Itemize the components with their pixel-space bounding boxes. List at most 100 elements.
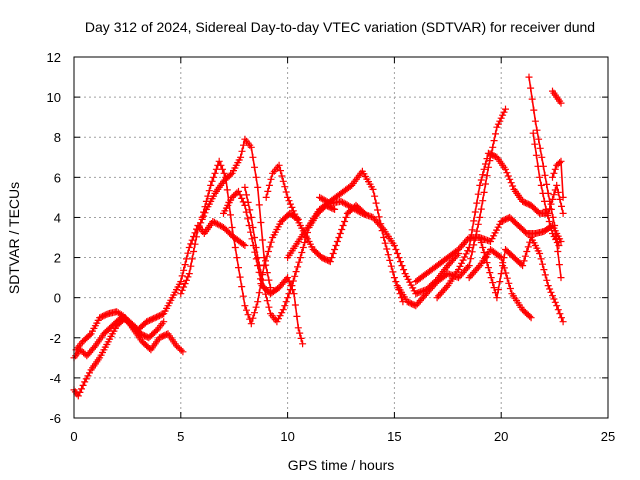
x-tick-label: 20 <box>494 429 508 444</box>
data-point <box>436 290 444 298</box>
data-point <box>245 222 253 229</box>
data-point <box>473 227 481 235</box>
data-point <box>550 169 558 177</box>
data-point <box>322 197 330 205</box>
data-point <box>252 173 260 181</box>
data-point <box>559 209 567 217</box>
data-point <box>530 106 538 114</box>
data-point <box>549 213 557 221</box>
data-point <box>447 258 455 266</box>
y-tick-label: 12 <box>47 50 61 65</box>
data-point <box>539 189 547 197</box>
data-point <box>263 297 271 305</box>
data-point <box>387 262 395 270</box>
data-point <box>390 242 398 249</box>
data-point <box>174 343 182 351</box>
data-point <box>544 282 552 290</box>
y-tick-label: 4 <box>54 210 61 225</box>
data-point <box>371 192 379 200</box>
data-point <box>424 288 432 296</box>
data-point <box>476 213 484 221</box>
data-point <box>549 230 556 237</box>
data-point <box>551 298 559 306</box>
data-point <box>529 129 537 137</box>
data-point <box>477 205 485 213</box>
data-point <box>494 286 502 294</box>
data-point <box>251 309 258 317</box>
data-point <box>480 165 488 173</box>
data-point <box>275 315 282 323</box>
data-point <box>217 222 224 230</box>
data-point <box>551 222 559 229</box>
data-point <box>502 165 509 173</box>
data-point <box>84 372 92 380</box>
data-point <box>278 172 286 180</box>
series-track <box>551 160 564 199</box>
data-point <box>217 161 225 169</box>
data-point <box>503 169 511 177</box>
data-point <box>550 233 558 240</box>
data-point <box>236 273 244 281</box>
data-point <box>557 99 565 107</box>
data-point <box>483 155 491 163</box>
data-point <box>342 200 350 208</box>
data-point <box>550 295 558 303</box>
data-point <box>262 257 269 265</box>
data-point <box>79 381 87 389</box>
data-point <box>427 285 435 292</box>
data-point <box>263 269 271 277</box>
data-point <box>559 193 567 201</box>
data-point <box>392 278 400 286</box>
data-point <box>543 180 551 188</box>
y-tick-label: -4 <box>49 371 61 386</box>
data-point <box>181 261 189 269</box>
data-point <box>346 183 354 190</box>
data-point <box>238 283 246 291</box>
y-tick-label: 2 <box>54 251 61 266</box>
data-point <box>259 276 266 284</box>
data-point <box>540 266 548 274</box>
data-point <box>220 169 228 177</box>
data-point <box>392 246 400 253</box>
data-point <box>390 274 398 282</box>
data-point <box>372 199 380 207</box>
data-point <box>281 302 289 310</box>
data-point <box>323 198 331 206</box>
data-point <box>215 157 223 165</box>
data-point <box>395 254 403 262</box>
data-point <box>461 253 469 261</box>
data-point <box>456 244 464 252</box>
data-point <box>546 285 554 293</box>
data-point <box>292 268 300 276</box>
data-point <box>267 175 275 183</box>
data-point <box>222 173 230 181</box>
data-point <box>244 311 252 319</box>
data-point <box>219 165 226 173</box>
data-point <box>247 143 255 151</box>
data-point <box>207 181 215 189</box>
data-point <box>455 274 462 282</box>
data-point <box>188 236 196 244</box>
data-point <box>338 226 346 233</box>
data-point <box>357 209 365 217</box>
data-point <box>531 140 539 148</box>
data-point <box>285 290 293 298</box>
data-point <box>467 235 475 243</box>
series-sat-p <box>525 73 565 282</box>
data-point <box>479 244 487 251</box>
data-point <box>371 215 379 223</box>
data-point <box>441 285 449 293</box>
data-point <box>289 277 297 285</box>
data-point <box>341 218 349 225</box>
data-point <box>331 205 339 213</box>
data-point <box>177 278 185 286</box>
data-point <box>212 165 220 173</box>
data-point <box>193 233 200 241</box>
data-point <box>378 224 386 232</box>
data-point <box>468 270 476 278</box>
data-point <box>455 266 462 274</box>
data-point <box>499 262 507 270</box>
data-point <box>439 287 447 295</box>
data-point <box>239 240 247 248</box>
data-point <box>348 203 356 211</box>
